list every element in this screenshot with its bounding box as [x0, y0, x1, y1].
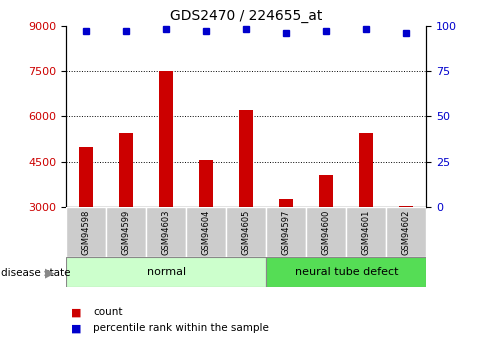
Bar: [359, 133, 373, 207]
Bar: [66, 207, 106, 257]
Text: GSM94597: GSM94597: [282, 209, 291, 255]
Text: normal: normal: [147, 267, 186, 277]
Text: ■: ■: [71, 307, 81, 317]
Bar: [106, 207, 146, 257]
Text: GSM94600: GSM94600: [322, 209, 331, 255]
Text: percentile rank within the sample: percentile rank within the sample: [93, 324, 269, 333]
Text: GSM94603: GSM94603: [162, 209, 171, 255]
Text: ▶: ▶: [45, 266, 55, 279]
Bar: [306, 207, 346, 257]
Text: count: count: [93, 307, 122, 317]
Text: ■: ■: [71, 324, 81, 333]
Bar: [146, 207, 186, 257]
Text: GSM94605: GSM94605: [242, 209, 251, 255]
Text: GSM94601: GSM94601: [362, 209, 371, 255]
Bar: [386, 207, 426, 257]
Text: disease state: disease state: [1, 268, 71, 277]
Bar: [159, 71, 173, 207]
Text: GSM94604: GSM94604: [202, 209, 211, 255]
Bar: [119, 133, 133, 207]
Bar: [346, 207, 386, 257]
Bar: [399, 206, 413, 207]
Bar: [226, 207, 266, 257]
Bar: [66, 257, 266, 287]
Bar: [199, 160, 213, 207]
Bar: [279, 199, 293, 207]
Text: GSM94598: GSM94598: [82, 209, 91, 255]
Bar: [266, 257, 426, 287]
Bar: [79, 147, 93, 207]
Bar: [239, 110, 253, 207]
Text: neural tube defect: neural tube defect: [294, 267, 398, 277]
Bar: [186, 207, 226, 257]
Title: GDS2470 / 224655_at: GDS2470 / 224655_at: [170, 9, 322, 23]
Bar: [266, 207, 306, 257]
Bar: [319, 175, 333, 207]
Text: GSM94599: GSM94599: [122, 209, 131, 255]
Text: GSM94602: GSM94602: [402, 209, 411, 255]
